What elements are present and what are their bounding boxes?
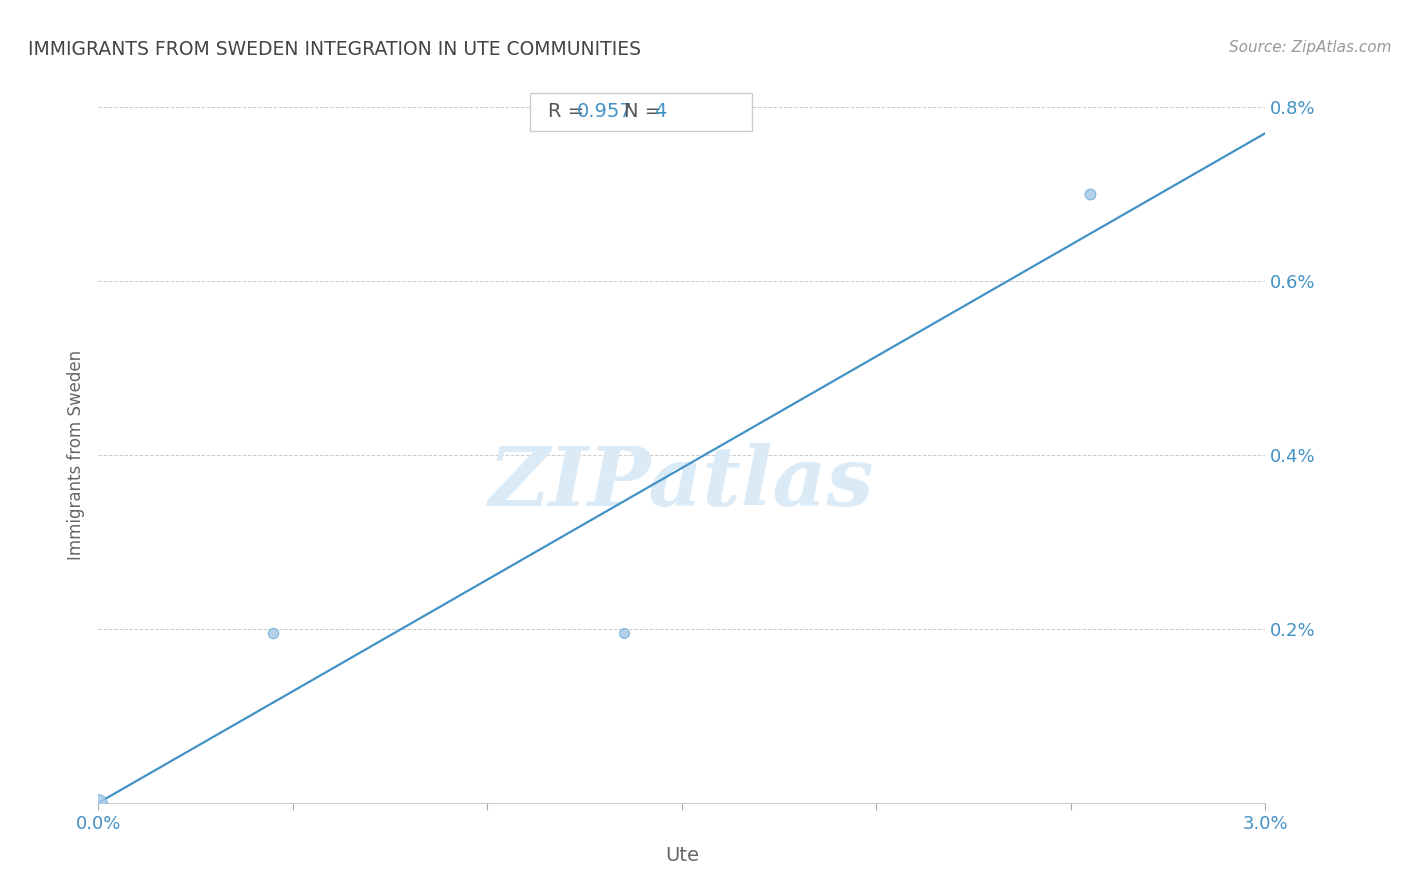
- Text: R =: R =: [548, 103, 591, 121]
- Point: [262, 626, 284, 640]
- Point: [1080, 187, 1102, 202]
- Text: 0.957: 0.957: [576, 103, 633, 121]
- FancyBboxPatch shape: [530, 93, 752, 131]
- Text: N =: N =: [624, 103, 666, 121]
- Text: 4: 4: [654, 103, 666, 121]
- Text: Source: ZipAtlas.com: Source: ZipAtlas.com: [1229, 40, 1392, 55]
- Y-axis label: Immigrants from Sweden: Immigrants from Sweden: [66, 350, 84, 560]
- Text: ZIPatlas: ZIPatlas: [489, 442, 875, 523]
- Point: [613, 626, 636, 640]
- Text: IMMIGRANTS FROM SWEDEN INTEGRATION IN UTE COMMUNITIES: IMMIGRANTS FROM SWEDEN INTEGRATION IN UT…: [28, 40, 641, 59]
- Point: [87, 796, 110, 810]
- X-axis label: Ute: Ute: [665, 847, 699, 865]
